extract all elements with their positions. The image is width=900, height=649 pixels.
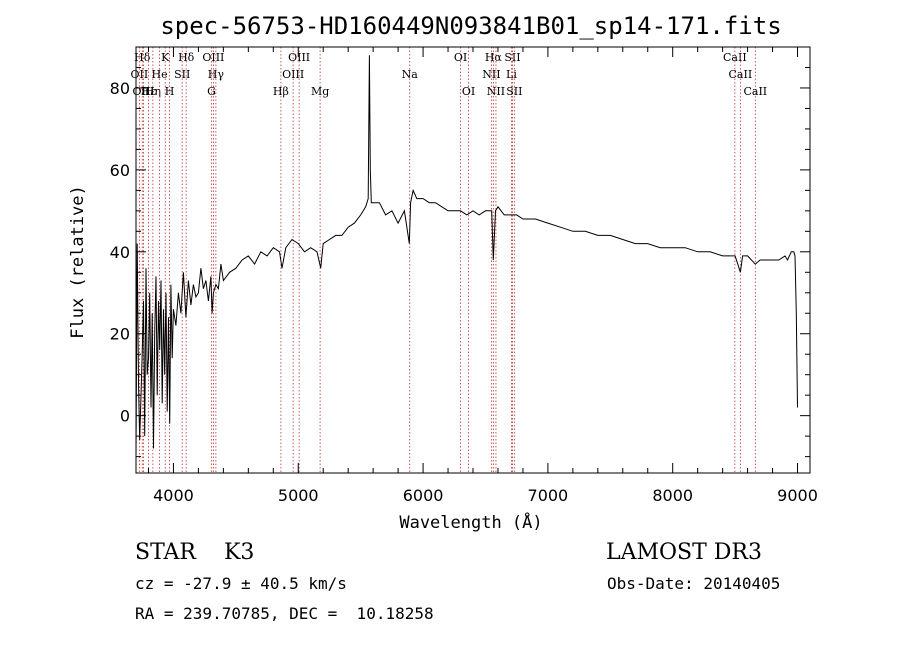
ra-dec-coordinates: RA = 239.70785, DEC = 10.18258 <box>135 604 434 623</box>
line-label-18: OI <box>454 51 467 64</box>
line-label-9: Hδ <box>178 51 195 64</box>
spectrum-series <box>135 55 798 457</box>
line-label-21: Hα <box>485 51 503 64</box>
line-label-27: CaII <box>729 68 753 81</box>
line-label-12: G <box>207 85 216 98</box>
line-label-8: SII <box>174 68 190 81</box>
y-tick-label-3: 60 <box>110 161 130 180</box>
x-tick-label-0: 4000 <box>153 486 194 505</box>
line-label-13: Hβ <box>273 85 289 98</box>
x-tick-label-4: 8000 <box>652 486 693 505</box>
line-label-24: Li <box>506 68 517 81</box>
line-label-7: H <box>165 85 175 98</box>
line-label-10: OIII <box>202 51 224 64</box>
line-label-16: Mg <box>311 85 329 98</box>
line-label-28: CaII <box>743 85 767 98</box>
observation-date: Obs-Date: 20140405 <box>607 574 781 593</box>
y-axis-label: Flux (relative) <box>68 185 88 339</box>
line-label-17: Na <box>402 68 419 81</box>
y-tick-label-1: 20 <box>110 325 130 344</box>
line-label-11: Hγ <box>208 68 225 81</box>
x-tick-label-3: 7000 <box>528 486 569 505</box>
survey-name: LAMOST DR3 <box>606 540 762 565</box>
y-tick-label-2: 40 <box>110 243 130 262</box>
axis-ticks: 4000 5000 6000 7000 8000 9000 0 20 40 60 80 <box>110 47 818 505</box>
line-label-22: NII <box>487 85 505 98</box>
x-axis-label: Wavelength (Å) <box>399 511 542 533</box>
line-label-0: Hδ <box>134 51 151 64</box>
y-tick-label-0: 0 <box>120 407 130 426</box>
chart-title: spec-56753-HD160449N093841B01_sp14-171.f… <box>160 12 781 40</box>
plot-frame <box>135 46 811 474</box>
line-label-14: OIII <box>282 68 304 81</box>
line-label-5: He <box>152 68 168 81</box>
y-tick-label-4: 80 <box>110 79 130 98</box>
line-label-4: Hη <box>145 85 161 98</box>
line-label-6: K <box>161 51 170 64</box>
line-label-23: SII <box>504 51 520 64</box>
x-tick-label-1: 5000 <box>278 486 319 505</box>
x-tick-label-2: 6000 <box>403 486 444 505</box>
line-label-1: OII <box>131 68 149 81</box>
line-label-25: SII <box>506 85 522 98</box>
line-label-26: CaII <box>723 51 747 64</box>
line-label-20: NII <box>482 68 500 81</box>
line-label-19: OI <box>462 85 475 98</box>
object-class: STAR K3 <box>135 540 255 565</box>
spectrum-line-0 <box>135 55 798 457</box>
line-label-15: OIII <box>288 51 310 64</box>
x-tick-label-5: 9000 <box>777 486 818 505</box>
redshift-cz: cz = -27.9 ± 40.5 km/s <box>135 574 347 593</box>
